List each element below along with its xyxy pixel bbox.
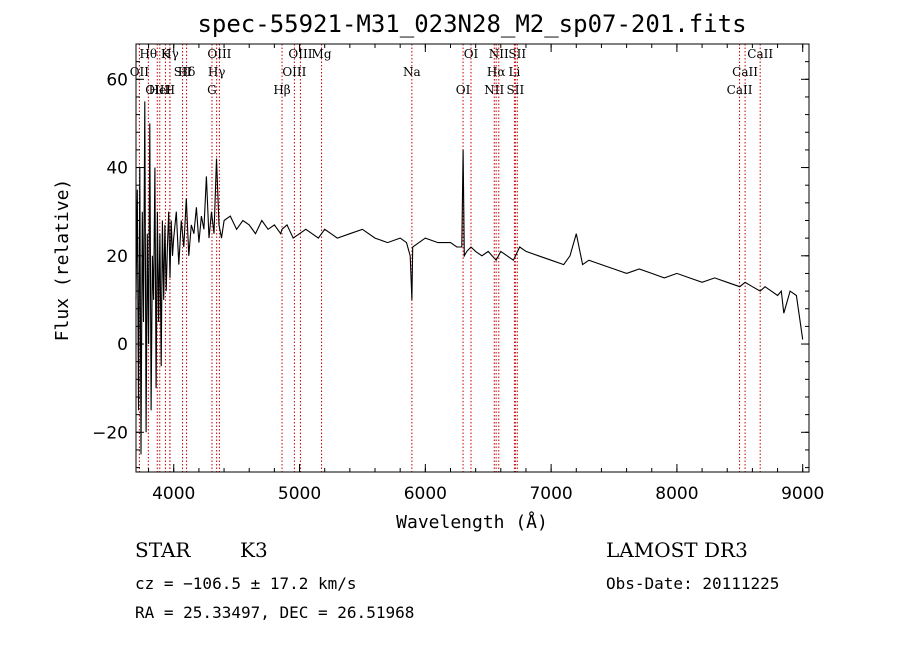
line-label: Hβ [273,83,290,97]
emission-line-labels: HθOIIOIIIKHδHeIHγSIIHOIIIHγGOIIIOIIIHβMg… [130,47,774,97]
line-label: Mg [312,47,332,61]
chart-title: spec-55921-M31_023N28_M2_sp07-201.fits [197,10,746,38]
line-label: Hγ [208,65,226,79]
object-class: STAR [135,538,191,562]
line-label: Hα [487,65,506,79]
line-label: Hγ [161,47,179,61]
coordinates: RA = 25.33497, DEC = 26.51968 [135,603,415,622]
line-label: OIII [145,83,169,97]
y-axis-label: Flux (relative) [52,179,73,342]
line-label: NII [484,83,504,97]
observation-date: Obs-Date: 20111225 [606,574,780,593]
line-label: SII [174,65,192,79]
object-subclass: K3 [240,538,268,562]
line-label: Na [403,65,421,79]
x-tick-label: 8000 [655,484,698,504]
line-label: OII [130,65,150,79]
line-label: OIII [282,65,306,79]
line-label: G [207,83,217,97]
line-label: Li [508,65,520,79]
line-label: CaII [732,65,758,79]
y-tick-label: 20 [106,247,128,267]
line-label: OI [456,83,471,97]
x-tick-label: 6000 [404,484,447,504]
axis-ticks: 4000 5000 6000 7000 8000 9000 −20 0 20 40 60 [92,44,824,504]
line-label: Hδ [178,65,196,79]
line-label: CaII [747,47,773,61]
line-label: H [165,83,175,97]
line-label: SII [508,47,526,61]
x-axis-label: Wavelength (Å) [396,511,548,533]
y-tick-label: −20 [92,423,128,443]
line-label: Hθ [139,47,157,61]
y-tick-label: 40 [106,159,128,179]
redshift-velocity: cz = −106.5 ± 17.2 km/s [135,574,357,593]
emission-line-markers [138,44,761,472]
line-label: OIII [288,47,312,61]
line-label: OIII [207,47,231,61]
y-tick-label: 0 [117,335,128,355]
line-label: NII [489,47,509,61]
spectrum-line [135,101,804,455]
line-label: K [161,47,171,61]
line-label: HeI [149,83,172,97]
line-label: SII [507,83,525,97]
survey-name: LAMOST DR3 [606,538,748,562]
x-tick-label: 9000 [781,484,824,504]
x-tick-label: 7000 [529,484,572,504]
plot-frame [135,43,810,473]
line-label: CaII [727,83,753,97]
x-tick-label: 4000 [152,484,195,504]
line-label: OI [464,47,479,61]
x-tick-label: 5000 [278,484,321,504]
y-tick-label: 60 [106,70,128,90]
